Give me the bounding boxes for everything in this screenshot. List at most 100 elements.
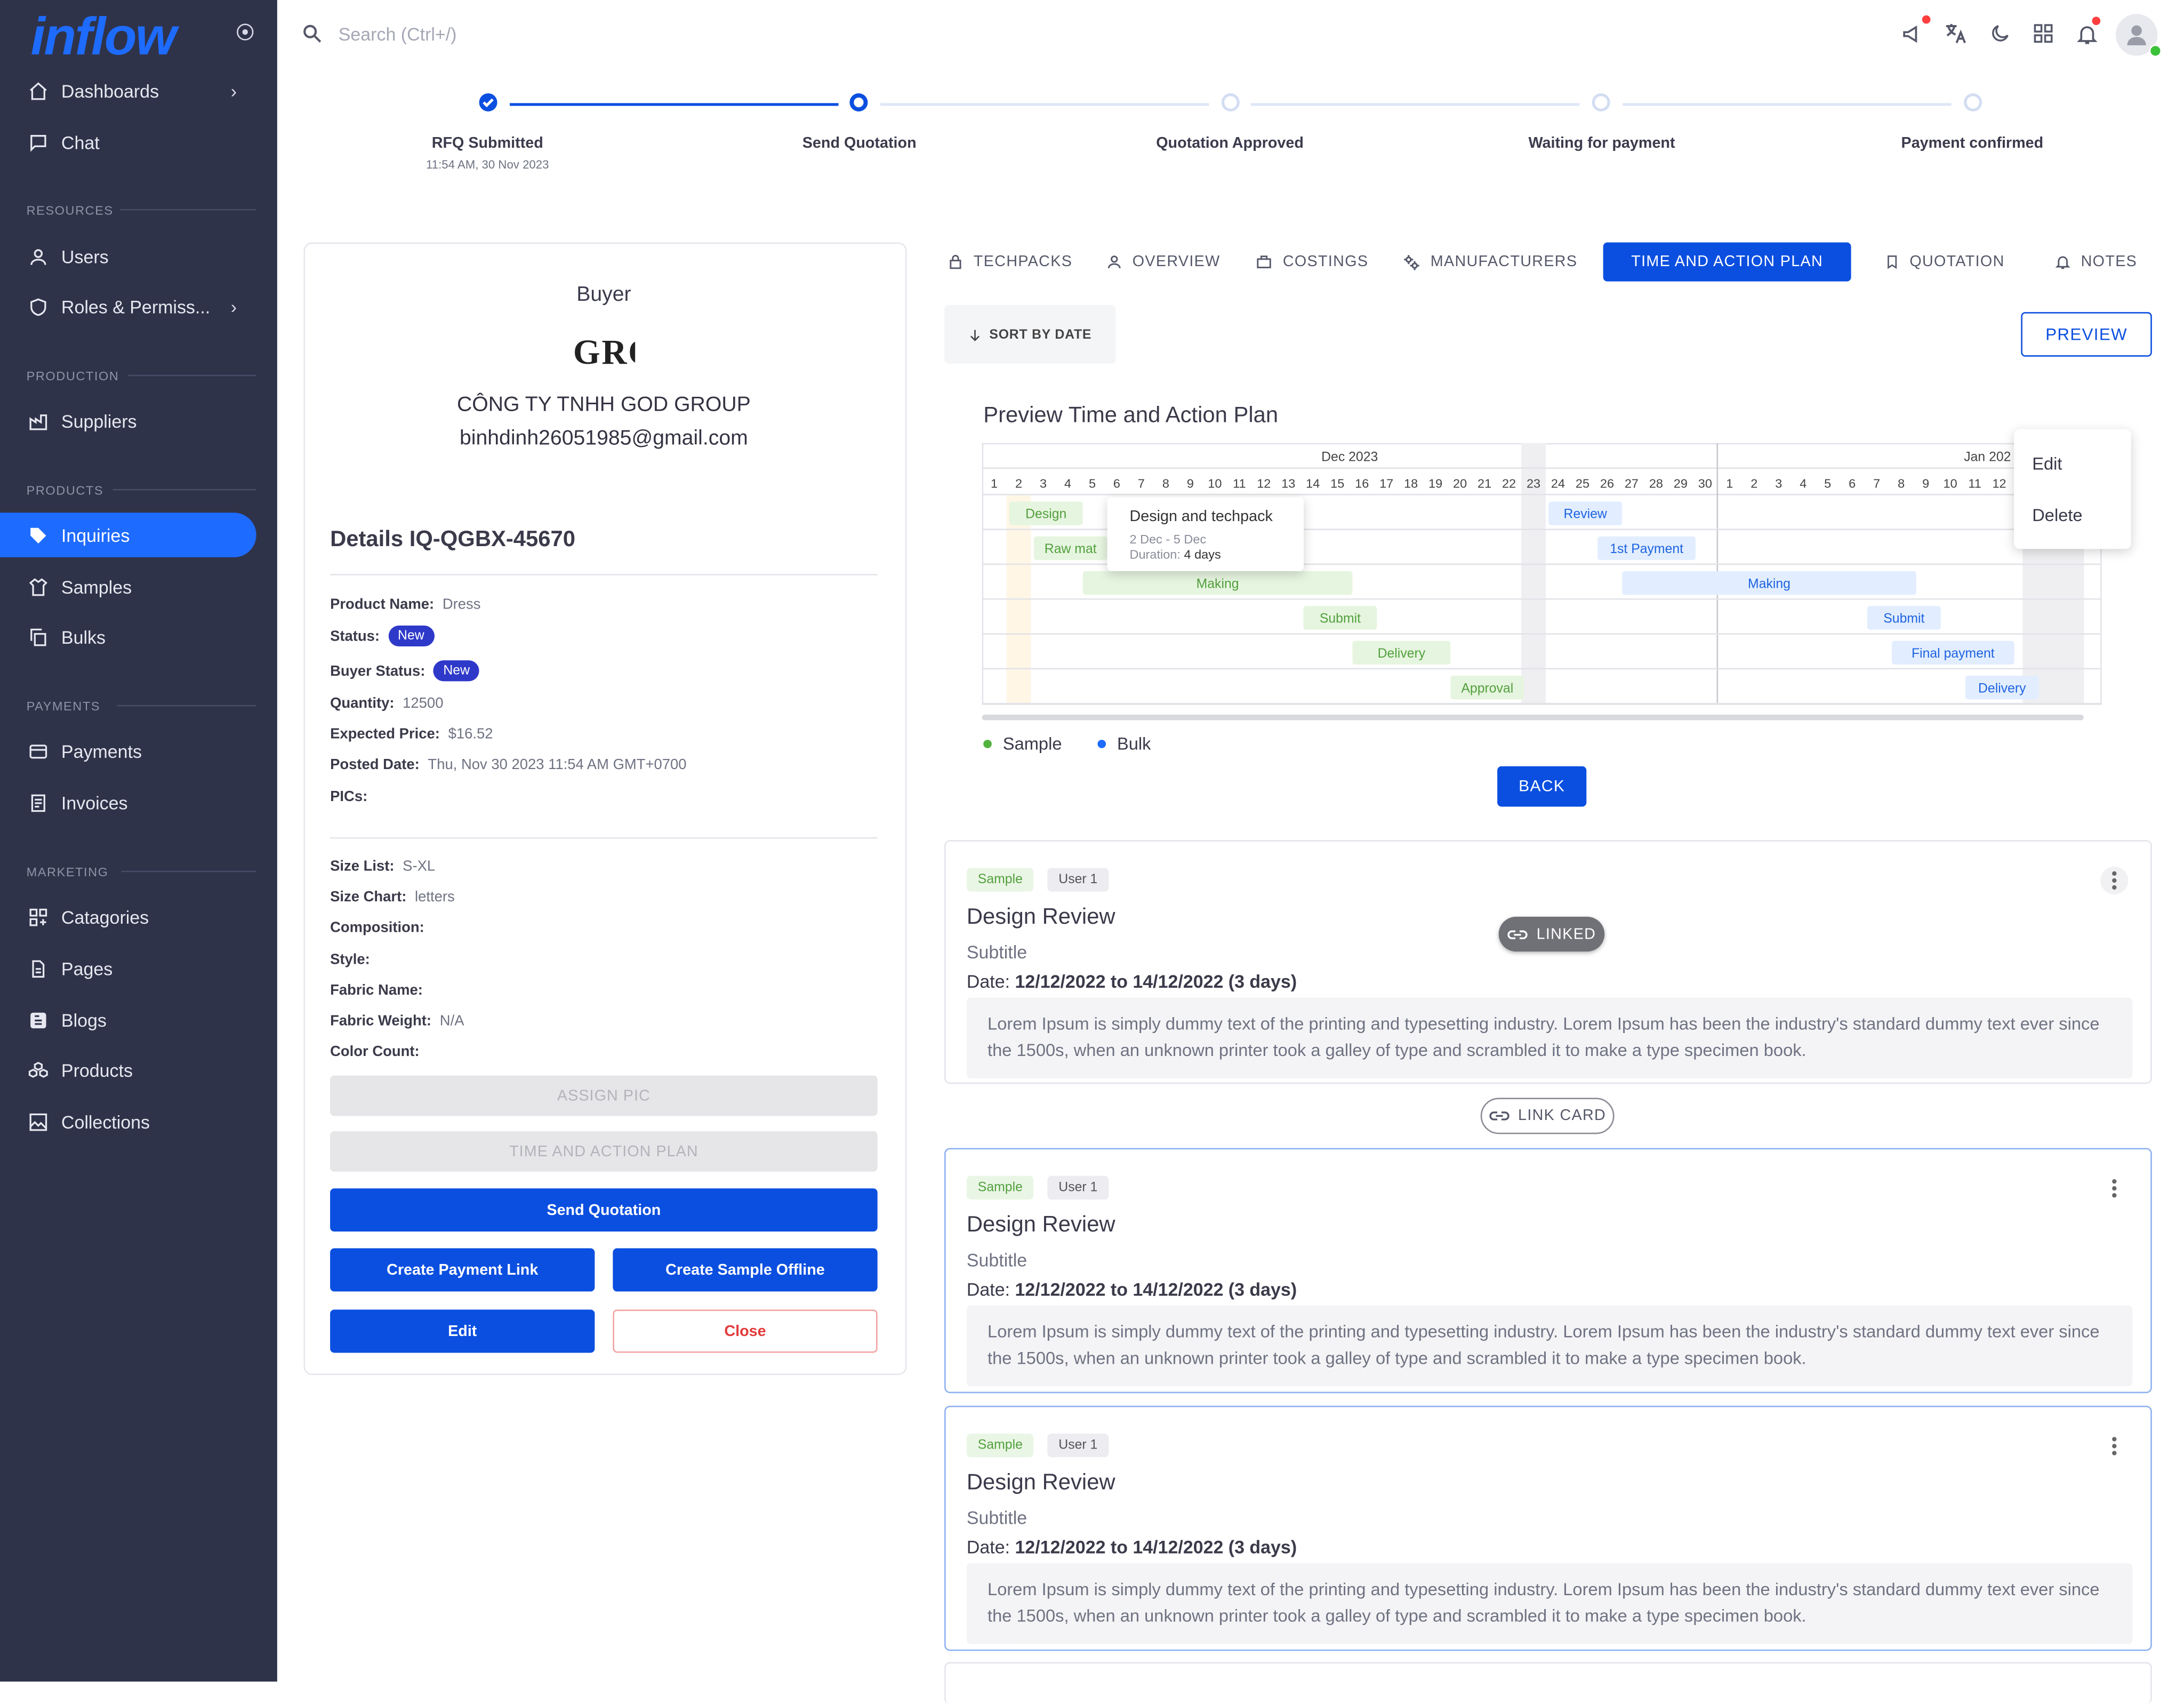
more-vert-icon[interactable] bbox=[2100, 1432, 2128, 1460]
sidebar-item-catagories[interactable]: Catagories bbox=[11, 894, 256, 939]
card-title: Design Review bbox=[966, 1471, 1115, 1495]
sidebar-item-bulks[interactable]: Bulks bbox=[11, 614, 256, 659]
sidebar-item-pages[interactable]: Pages bbox=[11, 946, 256, 991]
sort-by-date-button[interactable]: SORT BY DATE bbox=[944, 305, 1116, 364]
tab-label: NOTES bbox=[2081, 253, 2138, 270]
sidebar-item-users[interactable]: Users bbox=[11, 234, 256, 279]
sidebar-item-roles[interactable]: Roles & Permiss... › bbox=[11, 284, 256, 329]
day-tick-label: 1 bbox=[991, 476, 998, 490]
day-tick-label: 5 bbox=[1089, 476, 1096, 490]
sidebar-item-samples[interactable]: Samples bbox=[11, 564, 256, 609]
tab-costings[interactable]: COSTINGS bbox=[1255, 243, 1369, 282]
step-pending-icon bbox=[1592, 93, 1610, 111]
tab-manufacturers[interactable]: MANUFACTURERS bbox=[1402, 243, 1577, 282]
app-logo[interactable]: inflow bbox=[30, 8, 176, 67]
detail-size-chart: Size Chart: letters bbox=[330, 889, 455, 906]
sample-bar-label: Design bbox=[1025, 507, 1066, 522]
day-tick-label: 3 bbox=[1775, 476, 1782, 490]
factory-icon bbox=[25, 408, 50, 433]
sidebar-item-suppliers[interactable]: Suppliers bbox=[11, 398, 256, 443]
time-action-plan-button[interactable]: TIME AND ACTION PLAN bbox=[330, 1131, 878, 1172]
section-label-products: PRODUCTS bbox=[26, 483, 104, 498]
close-button[interactable]: Close bbox=[613, 1309, 878, 1353]
sample-bar-label: Submit bbox=[1320, 612, 1361, 626]
sidebar-item-label: Chat bbox=[61, 131, 100, 153]
day-tick-label: 19 bbox=[1428, 476, 1442, 490]
megaphone-icon[interactable] bbox=[1898, 15, 1931, 47]
search-icon[interactable] bbox=[301, 22, 323, 52]
review-card[interactable]: Sample User 1 Design Review Subtitle Dat… bbox=[944, 840, 2152, 1084]
sidebar-item-blogs[interactable]: Blogs bbox=[11, 997, 256, 1042]
sidebar-item-dashboards[interactable]: Dashboards › bbox=[11, 68, 256, 113]
menu-item-delete[interactable]: Delete bbox=[2032, 506, 2083, 525]
chevron-right-icon: › bbox=[230, 80, 237, 101]
gears-icon bbox=[1402, 253, 1420, 271]
tab-notes[interactable]: NOTES bbox=[2054, 243, 2137, 282]
create-sample-offline-button[interactable]: Create Sample Offline bbox=[613, 1248, 878, 1292]
legend-bulk: Bulk bbox=[1097, 734, 1151, 754]
notification-dot bbox=[2092, 17, 2101, 26]
day-tick-label: 4 bbox=[1800, 476, 1806, 490]
apps-grid-icon[interactable] bbox=[2029, 20, 2057, 47]
step-label: Waiting for payment bbox=[1528, 135, 1675, 152]
avatar[interactable] bbox=[2115, 14, 2162, 58]
tab-quotation[interactable]: QUOTATION bbox=[1884, 243, 2004, 282]
bulk-bar-label: Delivery bbox=[1978, 681, 2026, 695]
products-icon bbox=[25, 1058, 50, 1083]
more-vert-icon[interactable] bbox=[2100, 866, 2129, 895]
assign-pic-button[interactable]: ASSIGN PIC bbox=[330, 1075, 878, 1116]
tooltip-duration: Duration: 4 days bbox=[1129, 547, 1221, 562]
chevron-right-icon: › bbox=[230, 296, 237, 317]
day-tick-label: 11 bbox=[1233, 476, 1246, 490]
sidebar-item-label: Invoices bbox=[61, 792, 128, 813]
day-tick-label: 22 bbox=[1502, 476, 1516, 490]
preview-button[interactable]: PREVIEW bbox=[2021, 312, 2152, 357]
sidebar-toggle-icon[interactable] bbox=[237, 23, 254, 41]
stepper-line bbox=[1623, 103, 1952, 106]
online-status-dot bbox=[2149, 44, 2162, 58]
section-label-resources: RESOURCES bbox=[26, 203, 114, 218]
sidebar-item-invoices[interactable]: Invoices bbox=[11, 780, 256, 825]
invoice-icon bbox=[25, 790, 50, 815]
box-icon bbox=[1255, 253, 1273, 270]
review-card[interactable]: Sample User 1 Design Review Subtitle Dat… bbox=[944, 1148, 2152, 1394]
sidebar-item-chat[interactable]: Chat bbox=[11, 120, 256, 165]
bulk-bar-label: Submit bbox=[1883, 612, 1924, 626]
sidebar-item-label: Inquiries bbox=[61, 524, 130, 546]
card-body: Lorem Ipsum is simply dummy text of the … bbox=[966, 997, 2133, 1078]
menu-item-edit[interactable]: Edit bbox=[2032, 454, 2062, 474]
bulk-bar bbox=[1891, 641, 2014, 665]
bulk-bar-label: 1st Payment bbox=[1610, 542, 1683, 556]
linked-badge[interactable]: LINKED bbox=[1498, 916, 1605, 952]
create-payment-link-button[interactable]: Create Payment Link bbox=[330, 1248, 595, 1292]
sidebar-item-collections[interactable]: Collections bbox=[11, 1099, 256, 1144]
moon-icon[interactable] bbox=[1986, 20, 2014, 47]
tab-techpacks[interactable]: TECHPACKS bbox=[947, 243, 1072, 282]
tab-overview[interactable]: OVERVIEW bbox=[1106, 243, 1220, 282]
month-label: Dec 2023 bbox=[1321, 450, 1378, 465]
card-subtitle: Subtitle bbox=[966, 1507, 1027, 1529]
card-title: Design Review bbox=[966, 905, 1115, 930]
review-card[interactable]: Sample User 1 Design Review Subtitle Dat… bbox=[944, 1405, 2152, 1651]
link-card-button[interactable]: LINK CARD bbox=[1480, 1098, 1615, 1134]
search-input[interactable]: Search (Ctrl+/) bbox=[338, 23, 457, 45]
bell-icon[interactable] bbox=[2073, 17, 2101, 47]
translate-icon[interactable] bbox=[1941, 20, 1969, 47]
sidebar-item-inquiries[interactable]: Inquiries bbox=[0, 513, 256, 557]
tab-label: MANUFACTURERS bbox=[1430, 253, 1578, 270]
back-button[interactable]: BACK bbox=[1497, 766, 1587, 807]
sidebar-item-label: Payments bbox=[61, 740, 142, 762]
detail-style: Style: bbox=[330, 951, 370, 969]
step-label: Send Quotation bbox=[802, 135, 917, 152]
day-tick-label: 16 bbox=[1355, 476, 1369, 490]
notification-dot bbox=[1922, 15, 1931, 24]
sidebar-item-products[interactable]: Products bbox=[11, 1047, 256, 1092]
tab-time-and-action-plan[interactable]: TIME AND ACTION PLAN bbox=[1603, 242, 1851, 282]
edit-button[interactable]: Edit bbox=[330, 1309, 595, 1353]
sidebar-item-payments[interactable]: Payments bbox=[11, 729, 256, 773]
send-quotation-button[interactable]: Send Quotation bbox=[330, 1188, 878, 1232]
review-card[interactable] bbox=[944, 1662, 2152, 1704]
shield-icon bbox=[25, 294, 50, 319]
more-vert-icon[interactable] bbox=[2100, 1174, 2128, 1202]
